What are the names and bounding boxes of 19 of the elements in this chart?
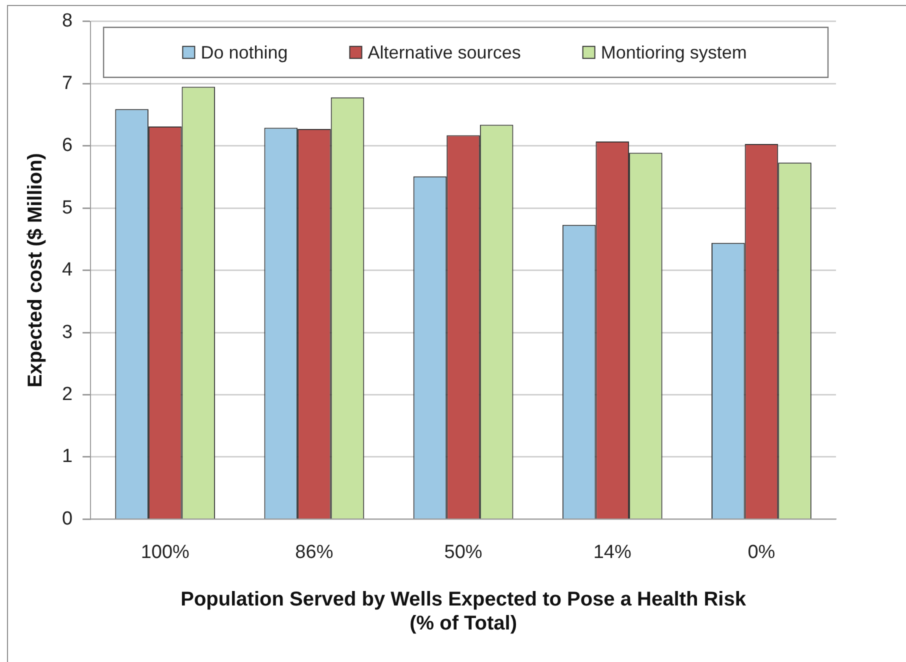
y-axis-title: Expected cost ($ Million) <box>24 153 47 388</box>
x-tick-label: 14% <box>593 542 632 563</box>
x-tick-label: 0% <box>748 542 776 563</box>
y-tick-label: 6 <box>62 135 73 156</box>
x-tick-label: 86% <box>295 542 334 563</box>
x-tick-label: 100% <box>140 542 190 563</box>
x-tick-label: 50% <box>444 542 482 563</box>
y-tick-label: 7 <box>62 72 73 94</box>
y-tick-label: 5 <box>62 197 73 218</box>
y-tick-label: 1 <box>62 446 73 468</box>
y-tick-label: 8 <box>62 10 73 32</box>
legend-label: Do nothing <box>200 42 288 62</box>
y-tick-label: 0 <box>62 508 73 530</box>
legend-label: Alternative sources <box>368 42 521 62</box>
legend-label: Montioring system <box>600 42 747 62</box>
y-tick-label: 2 <box>62 384 73 405</box>
y-tick-label: 4 <box>62 260 73 281</box>
y-tick-label: 3 <box>62 322 73 343</box>
x-axis-title: Population Served by Wells Expected to Pose a Health Risk (% of Total) <box>180 588 747 635</box>
